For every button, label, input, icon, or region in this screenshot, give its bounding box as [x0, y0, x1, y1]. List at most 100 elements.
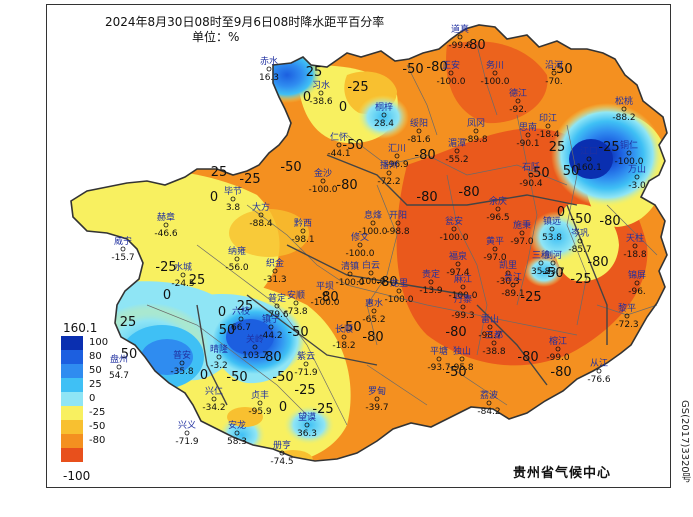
station-marker [257, 400, 263, 406]
station-name: 望谟 [298, 411, 316, 423]
station: 织金 -31.3 [263, 257, 286, 285]
station: 从江 -76.6 [587, 358, 611, 385]
station: 晴隆 -3.2 [210, 343, 228, 371]
station-value: -46.6 [154, 229, 178, 239]
contour-label: 0 [279, 400, 287, 415]
station-marker [268, 324, 274, 330]
station-name: 织金 [266, 257, 284, 269]
map-unit: 单位：% [192, 30, 240, 44]
legend-swatch [61, 406, 83, 420]
station-name: 天柱 [626, 232, 644, 244]
contour-label: -50 [287, 325, 308, 340]
station-name: 长顺 [335, 323, 353, 335]
station-value: -15.7 [111, 253, 134, 263]
station-marker [545, 123, 551, 129]
station-value: -76.6 [587, 375, 611, 385]
station-value: -98.1 [291, 235, 314, 245]
station-name: 凯里 [499, 259, 517, 271]
station-marker [163, 222, 169, 228]
contour-label: -50 [272, 370, 293, 385]
station-marker [454, 148, 460, 154]
station-value: 36.3 [297, 429, 317, 439]
station-name: 万山 [628, 164, 646, 175]
station-value: -100.0 [448, 291, 477, 301]
station-marker [436, 356, 442, 362]
station-marker [274, 303, 280, 309]
station-value: -96.5 [486, 213, 509, 223]
station-name: 贞丰 [251, 389, 269, 401]
contour-label: -80 [458, 185, 479, 200]
station-value: -100.0 [384, 295, 413, 305]
station-name: 铜仁 [620, 139, 638, 151]
station: 绥阳 -81.6 [407, 118, 431, 145]
station-value: -85.7 [568, 245, 591, 255]
station-name: 江口 [580, 146, 598, 157]
station-name: 兴仁 [205, 385, 223, 397]
station-value: 16.3 [259, 73, 279, 83]
station-marker [492, 246, 498, 252]
station-value: -100.0 [308, 185, 337, 195]
station-value: -99.6 [448, 41, 472, 51]
station-marker [300, 228, 306, 234]
station-name: 普安 [173, 349, 191, 361]
station-marker [505, 270, 511, 276]
station: 丹寨 -99.3 [451, 293, 474, 321]
station-value: -31.3 [263, 275, 286, 285]
contour-label: -50 [445, 365, 466, 380]
station: 安龙 58.3 [227, 419, 247, 447]
contour-label: -80 [260, 350, 281, 365]
contour-label: 50 [563, 164, 580, 179]
station: 平坝 -100.0 [310, 281, 339, 308]
station-value: -38.8 [482, 347, 506, 357]
station-value: -88.4 [249, 219, 273, 229]
station-value: -72.3 [615, 320, 638, 330]
station: 赤水 16.3 [259, 55, 279, 83]
station: 麻江 -100.0 [448, 273, 477, 301]
station-value: -65.2 [362, 315, 385, 325]
station-marker [266, 66, 272, 72]
contour-label: 25 [211, 165, 228, 180]
station-value: -18.8 [623, 250, 647, 260]
station-value: -92. [509, 105, 527, 115]
station-name: 赫章 [157, 211, 175, 223]
station-value: -100.0 [436, 77, 465, 87]
station-name: 余庆 [489, 195, 507, 207]
station: 安顺 -73.8 [284, 289, 308, 317]
station: 册亨 -74.5 [270, 439, 293, 467]
contour-label: -80 [587, 255, 608, 270]
station-marker [179, 360, 185, 366]
station-value: -3.0 [628, 181, 646, 191]
station-value: -81.6 [407, 135, 431, 145]
contour-label: -25 [155, 260, 176, 275]
station-name: 水城 [174, 261, 192, 273]
station-name: 黔西 [294, 217, 312, 229]
station-name: 镇宁 [262, 313, 280, 325]
station-value: -95.9 [248, 407, 272, 417]
station-value: -100.0 [358, 227, 387, 237]
station-name: 黄平 [486, 235, 504, 247]
legend-swatch [61, 448, 83, 462]
station-marker [549, 226, 555, 232]
map-frame: -80 -80 -50 -50 25 0 -25 0 -50 -80 25 50 -50 -25 25 -25… [46, 4, 671, 488]
contour-label: 25 [549, 140, 566, 155]
contour-label: -80 [517, 350, 538, 365]
station-value: -56.0 [225, 263, 249, 273]
station: 盘州 54.7 [109, 353, 129, 381]
station: 贞丰 -95.9 [248, 389, 272, 417]
legend-label: 50 [89, 365, 102, 376]
station-name: 务川 [486, 59, 504, 71]
station-name: 瓮安 [445, 215, 463, 227]
station-name: 修文 [351, 231, 369, 243]
station-value: -71.9 [294, 368, 318, 378]
contour-label: -25 [347, 80, 368, 95]
station-value: 66.7 [231, 323, 251, 333]
station-marker [487, 324, 493, 330]
station: 关岭 103.7 [242, 333, 268, 361]
station: 六枝 66.7 [231, 305, 251, 333]
station: 务川 -100.0 [480, 59, 509, 87]
station-name: 锦屏 [628, 269, 646, 281]
station: 独山 -95.8 [450, 345, 474, 373]
station: 贵定 -13.9 [419, 268, 443, 296]
station-value: -99.3 [451, 311, 474, 321]
station-value: -72.2 [377, 177, 400, 187]
